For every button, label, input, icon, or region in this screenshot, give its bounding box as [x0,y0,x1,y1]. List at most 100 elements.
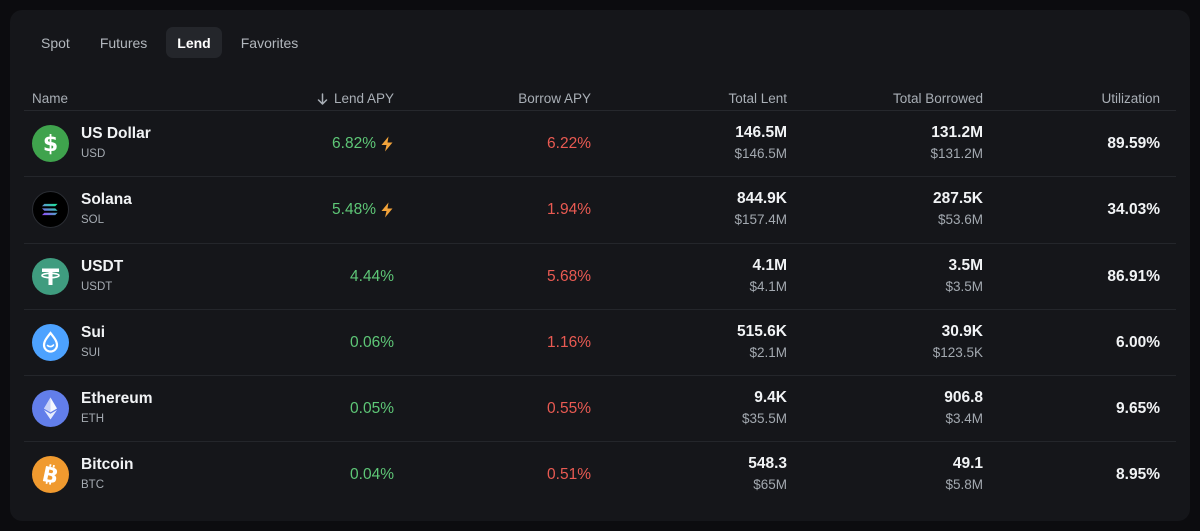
total-lent-amount: 9.4K [754,389,787,407]
asset-name: Solana [81,191,132,209]
borrow-apy-value: 1.16% [547,333,591,351]
column-header-borrow-apy[interactable]: Borrow APY [518,91,591,106]
total-borrowed-usd: $5.8M [945,477,983,493]
total-borrowed-usd: $131.2M [930,146,983,161]
asset-symbol: SOL [81,214,105,227]
tab-futures[interactable]: Futures [99,34,148,51]
total-borrowed-cell: 3.5M $3.5M [945,256,983,296]
borrow-apy-value: 1.94% [547,201,591,219]
table-row[interactable]: Solana SOL 5.48% 1.94% 844.9K $157.4M 28… [24,177,1176,244]
asset-symbol: SUI [81,346,101,359]
utilization-value: 6.00% [1116,333,1160,351]
total-borrowed-amount: 30.9K [941,322,983,340]
total-borrowed-amount: 287.5K [933,190,983,208]
total-borrowed-cell: 131.2M $131.2M [930,123,983,163]
total-borrowed-usd: $53.6M [937,212,983,228]
asset-symbol: USDT [81,280,113,293]
total-lent-amount: 548.3 [748,455,787,473]
utilization-value: 9.65% [1116,400,1160,418]
asset-symbol: BTC [81,479,104,492]
asset-symbol: ETH [81,413,104,426]
tab-lend[interactable]: Lend [166,27,222,58]
total-lent-usd: $2.1M [749,344,787,360]
column-header-total-lent[interactable]: Total Lent [728,91,787,106]
asset-name: Sui [81,323,106,341]
total-lent-cell: 548.3 $65M [748,454,787,494]
lightning-bolt-icon [381,136,393,152]
dollar-icon: $ [32,125,69,162]
total-borrowed-usd: $3.5M [945,278,983,294]
lend-apy-value: 0.06% [350,333,394,351]
table-row[interactable]: Sui SUI 0.06% 1.16% 515.6K $2.1M 30.9K $… [24,310,1176,377]
utilization-value: 34.03% [1107,201,1160,219]
table-row[interactable]: B Bitcoin BTC 0.04% 0.51% 548.3 $65M 49.… [24,442,1176,508]
total-borrowed-cell: 30.9K $123.5K [933,322,983,362]
total-lent-usd: $146.5M [734,146,787,161]
ethereum-icon [32,390,69,428]
asset-cell: Sui SUI [32,323,106,361]
column-header-lend-apy[interactable]: Lend APY [317,91,394,106]
svg-text:B: B [40,463,61,490]
lend-apy-cell: 6.82% [332,135,394,153]
lend-apy-value: 6.82% [332,135,376,152]
tab-spot[interactable]: Spot [41,34,70,51]
utilization-value: 8.95% [1116,466,1160,484]
total-lent-usd: $157.4M [734,212,787,228]
asset-name: USDT [81,257,124,275]
asset-cell: Ethereum ETH [32,390,153,428]
asset-cell: B Bitcoin BTC [32,456,134,494]
total-lent-usd: $35.5M [741,411,787,427]
asset-cell: $ US Dollar USD [32,125,151,162]
total-lent-cell: 146.5M $146.5M [734,123,787,163]
lend-apy-cell: 5.48% [332,201,394,219]
asset-name: Bitcoin [81,456,134,474]
total-borrowed-cell: 906.8 $3.4M [944,388,983,428]
total-lent-cell: 515.6K $2.1M [737,322,787,362]
column-header-name[interactable]: Name [32,91,69,106]
lightning-bolt-icon [381,202,393,218]
lend-apy-value: 5.48% [332,201,376,219]
total-borrowed-cell: 49.1 $5.8M [945,454,983,494]
bitcoin-icon: B [32,456,69,494]
total-lent-cell: 9.4K $35.5M [742,388,787,428]
asset-name: US Dollar [81,125,151,142]
table-row[interactable]: $ US Dollar USD 6.82% 6.22% 146.5M $146.… [24,111,1176,178]
column-header-lend-apy-label: Lend APY [333,91,394,106]
svg-text:$: $ [43,132,58,157]
column-header-total-borrowed[interactable]: Total Borrowed [892,91,983,106]
asset-cell: Solana SOL [32,191,132,229]
total-lent-usd: $4.1M [749,278,787,294]
borrow-apy-value: 5.68% [547,267,591,285]
total-borrowed-amount: 131.2M [931,124,983,141]
tether-icon [32,257,69,295]
markets-panel: Spot Futures Lend Favorites Name Lend AP… [10,10,1190,521]
utilization-value: 89.59% [1107,135,1160,152]
total-lent-amount: 515.6K [737,322,787,340]
total-lent-amount: 146.5M [735,124,787,141]
table-row[interactable]: Ethereum ETH 0.05% 0.55% 9.4K $35.5M 906… [24,376,1176,443]
borrow-apy-value: 0.55% [547,400,591,418]
solana-icon [32,191,69,229]
total-lent-amount: 844.9K [737,190,787,208]
total-lent-amount: 4.1M [752,256,787,274]
total-borrowed-amount: 3.5M [948,256,983,274]
asset-cell: USDT USDT [32,257,124,295]
total-lent-cell: 844.9K $157.4M [734,189,787,229]
sui-drop-icon [32,323,69,361]
lend-apy-value: 0.04% [350,466,394,484]
table-header: Name Lend APY Borrow APY Total Lent Tota… [24,74,1176,111]
borrow-apy-value: 6.22% [547,135,591,152]
asset-name: Ethereum [81,390,153,408]
total-borrowed-usd: $123.5K [932,344,983,360]
total-borrowed-amount: 49.1 [952,455,983,473]
total-borrowed-cell: 287.5K $53.6M [933,189,983,229]
column-header-utilization[interactable]: Utilization [1101,91,1160,106]
table-row[interactable]: USDT USDT 4.44% 5.68% 4.1M $4.1M 3.5M $3… [24,244,1176,310]
table-body: $ US Dollar USD 6.82% 6.22% 146.5M $146.… [24,111,1176,509]
tab-favorites[interactable]: Favorites [240,34,299,51]
lend-apy-value: 4.44% [350,267,394,285]
utilization-value: 86.91% [1107,267,1160,285]
total-borrowed-usd: $3.4M [945,411,983,427]
total-borrowed-amount: 906.8 [944,389,983,407]
lend-apy-cell: 4.44% [350,268,394,286]
